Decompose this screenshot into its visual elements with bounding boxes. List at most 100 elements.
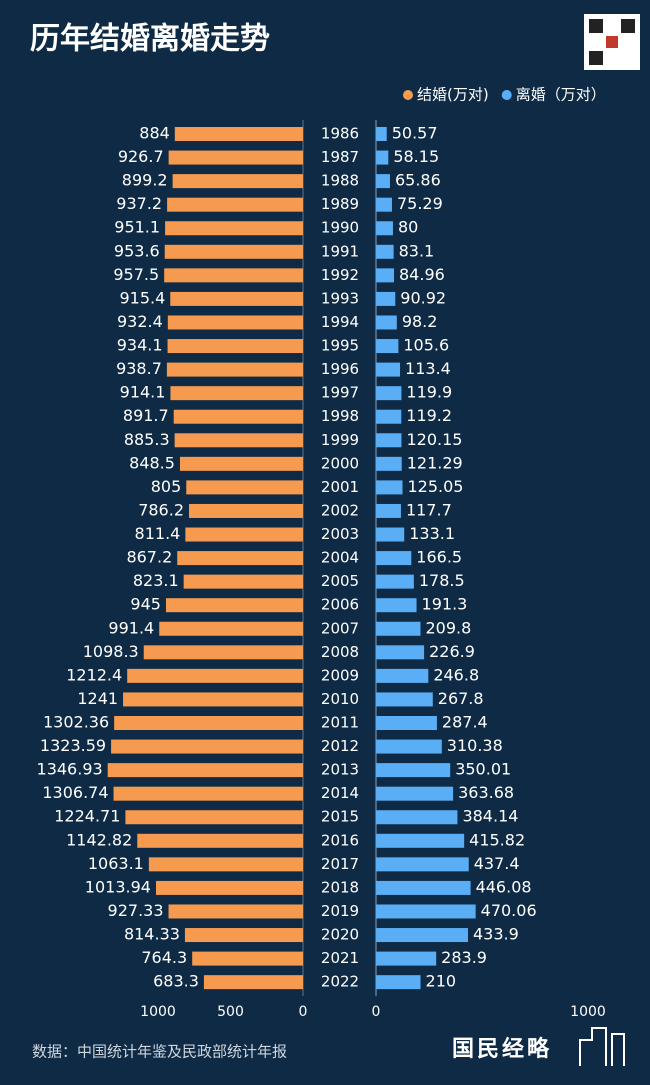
category-label: 1990 — [321, 219, 359, 237]
value-label: 105.6 — [403, 336, 449, 355]
category-label: 1998 — [321, 407, 359, 425]
bar — [376, 692, 433, 707]
value-label: 209.8 — [425, 618, 471, 637]
value-label: 899.2 — [122, 171, 168, 190]
category-label: 2021 — [321, 949, 359, 967]
bar — [376, 174, 390, 189]
category-label: 2007 — [321, 619, 359, 637]
category-label: 2002 — [321, 501, 359, 519]
value-label: 226.9 — [429, 642, 475, 661]
value-label: 1142.82 — [66, 830, 132, 849]
category-label: 1986 — [321, 125, 359, 143]
value-label: 932.4 — [117, 312, 163, 331]
bar — [376, 786, 454, 801]
value-label: 1098.3 — [83, 642, 139, 661]
bar — [376, 197, 392, 212]
bar — [174, 127, 303, 141]
bar — [376, 480, 403, 495]
value-label: 246.8 — [433, 665, 479, 684]
bar — [127, 668, 304, 683]
bar — [376, 315, 397, 330]
bar — [167, 339, 303, 354]
value-label: 120.15 — [406, 430, 462, 449]
value-label: 786.2 — [138, 500, 184, 519]
bar — [170, 386, 303, 401]
value-label: 125.05 — [408, 477, 464, 496]
value-label: 951.1 — [114, 218, 160, 237]
x2-tick-label: 0 — [372, 1004, 381, 1020]
bar — [376, 975, 421, 990]
bar — [203, 975, 303, 990]
value-label: 133.1 — [409, 524, 455, 543]
value-label: 75.29 — [397, 194, 443, 213]
bar — [170, 291, 303, 306]
category-label: 2018 — [321, 878, 359, 896]
value-label: 178.5 — [419, 571, 465, 590]
bar — [376, 810, 458, 825]
category-label: 2008 — [321, 643, 359, 661]
bar — [376, 339, 399, 354]
category-label: 2011 — [321, 714, 359, 732]
bar — [376, 221, 393, 236]
bar — [376, 880, 471, 895]
category-label: 1999 — [321, 431, 359, 449]
bar — [123, 692, 304, 707]
value-label: 90.92 — [400, 288, 446, 307]
value-label: 363.68 — [458, 783, 514, 802]
category-label: 2012 — [321, 737, 359, 755]
bar — [179, 456, 303, 471]
value-label: 437.4 — [474, 854, 520, 873]
category-label: 2022 — [321, 973, 359, 991]
category-label: 1994 — [321, 313, 359, 331]
value-label: 415.82 — [469, 830, 525, 849]
bar — [125, 810, 303, 825]
value-label: 166.5 — [416, 548, 462, 567]
bar — [174, 433, 303, 448]
category-label: 2000 — [321, 454, 359, 472]
value-label: 1346.93 — [37, 760, 103, 779]
value-label: 84.96 — [399, 265, 445, 284]
bar — [376, 386, 402, 401]
category-label: 1987 — [321, 148, 359, 166]
value-label: 470.06 — [481, 901, 537, 920]
value-label: 65.86 — [395, 171, 441, 190]
value-label: 1013.94 — [85, 877, 151, 896]
bar — [159, 621, 303, 636]
bar — [376, 503, 401, 518]
bar — [168, 904, 303, 919]
value-label: 1306.74 — [42, 783, 108, 802]
bar — [376, 527, 405, 542]
bar — [168, 150, 303, 165]
qr-code — [584, 14, 640, 70]
category-label: 1989 — [321, 195, 359, 213]
category-label: 1988 — [321, 172, 359, 190]
value-label: 384.14 — [462, 807, 518, 826]
bar — [376, 362, 401, 377]
bar — [165, 598, 303, 613]
bar — [376, 739, 442, 754]
value-label: 267.8 — [438, 689, 484, 708]
category-label: 1996 — [321, 360, 359, 378]
bar — [376, 150, 389, 165]
value-label: 814.33 — [124, 925, 180, 944]
category-label: 2019 — [321, 902, 359, 920]
value-label: 867.2 — [126, 548, 172, 567]
value-label: 764.3 — [141, 948, 187, 967]
category-label: 2001 — [321, 478, 359, 496]
bar — [186, 480, 303, 495]
value-label: 926.7 — [118, 147, 164, 166]
x-tick-label: 500 — [217, 1004, 244, 1020]
bar — [376, 433, 402, 448]
value-label: 117.7 — [406, 500, 452, 519]
bar — [107, 763, 303, 778]
logo: 国民经略 — [452, 1036, 552, 1062]
bar — [185, 527, 303, 542]
value-label: 953.6 — [114, 241, 160, 260]
category-label: 2005 — [321, 572, 359, 590]
category-label: 2013 — [321, 761, 359, 779]
bar — [164, 244, 303, 259]
value-label: 1063.1 — [88, 854, 144, 873]
value-label: 945 — [130, 595, 161, 614]
bar — [376, 268, 395, 283]
